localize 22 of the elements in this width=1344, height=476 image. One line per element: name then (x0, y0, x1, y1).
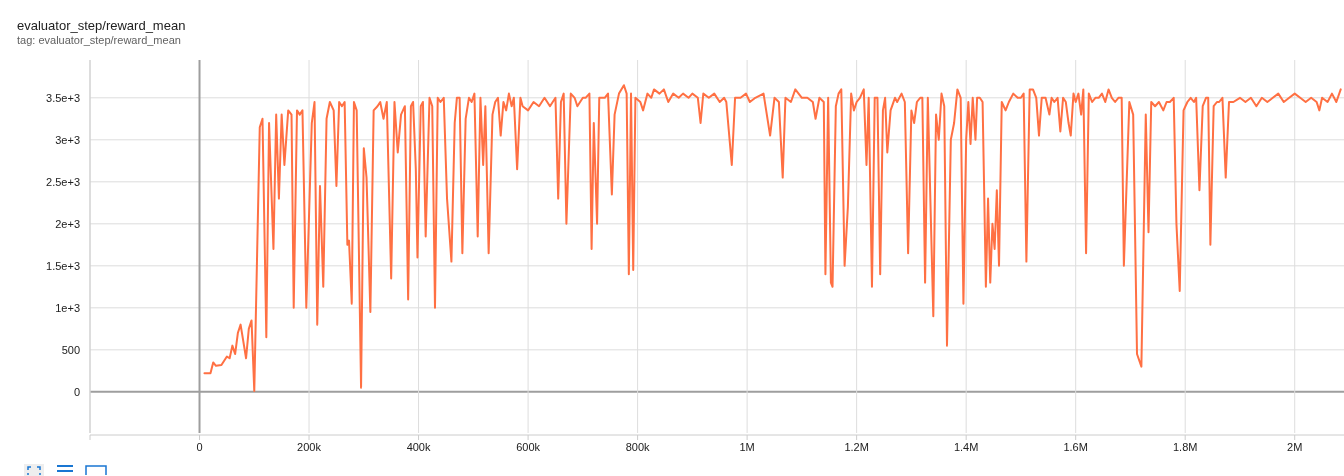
y-tick-label: 3e+3 (55, 133, 80, 146)
x-tick-label: 200k (297, 441, 322, 453)
x-tick-label: 1.8M (1172, 441, 1198, 453)
x-tick-label: 600k (516, 441, 541, 453)
y-tick-label: 2.5e+3 (46, 175, 80, 188)
x-tick-label: 1.4M (953, 441, 979, 453)
x-tick-label: 1.6M (1063, 441, 1088, 453)
y-tick-label: 2e+3 (55, 217, 80, 230)
x-tick-label: 2M (1287, 441, 1303, 453)
y-tick-label: 3.5e+3 (46, 91, 80, 104)
chart-subtitle: tag: evaluator_step/reward_mean (17, 34, 181, 46)
y-tick-label: 500 (61, 343, 80, 356)
x-tick-label: 1M (739, 441, 755, 453)
x-tick-label: 800k (625, 441, 651, 453)
x-tick-label: 400k (406, 441, 431, 453)
y-tick-label: 1.5e+3 (46, 259, 80, 272)
x-tick-label: 0 (196, 441, 203, 453)
y-tick-label: 0 (73, 385, 80, 398)
x-tick-label: 1.2M (844, 441, 869, 453)
line-series (203, 84, 1342, 392)
y-tick-label: 1e+3 (55, 301, 80, 314)
chart-title: evaluator_step/reward_mean (17, 18, 186, 33)
